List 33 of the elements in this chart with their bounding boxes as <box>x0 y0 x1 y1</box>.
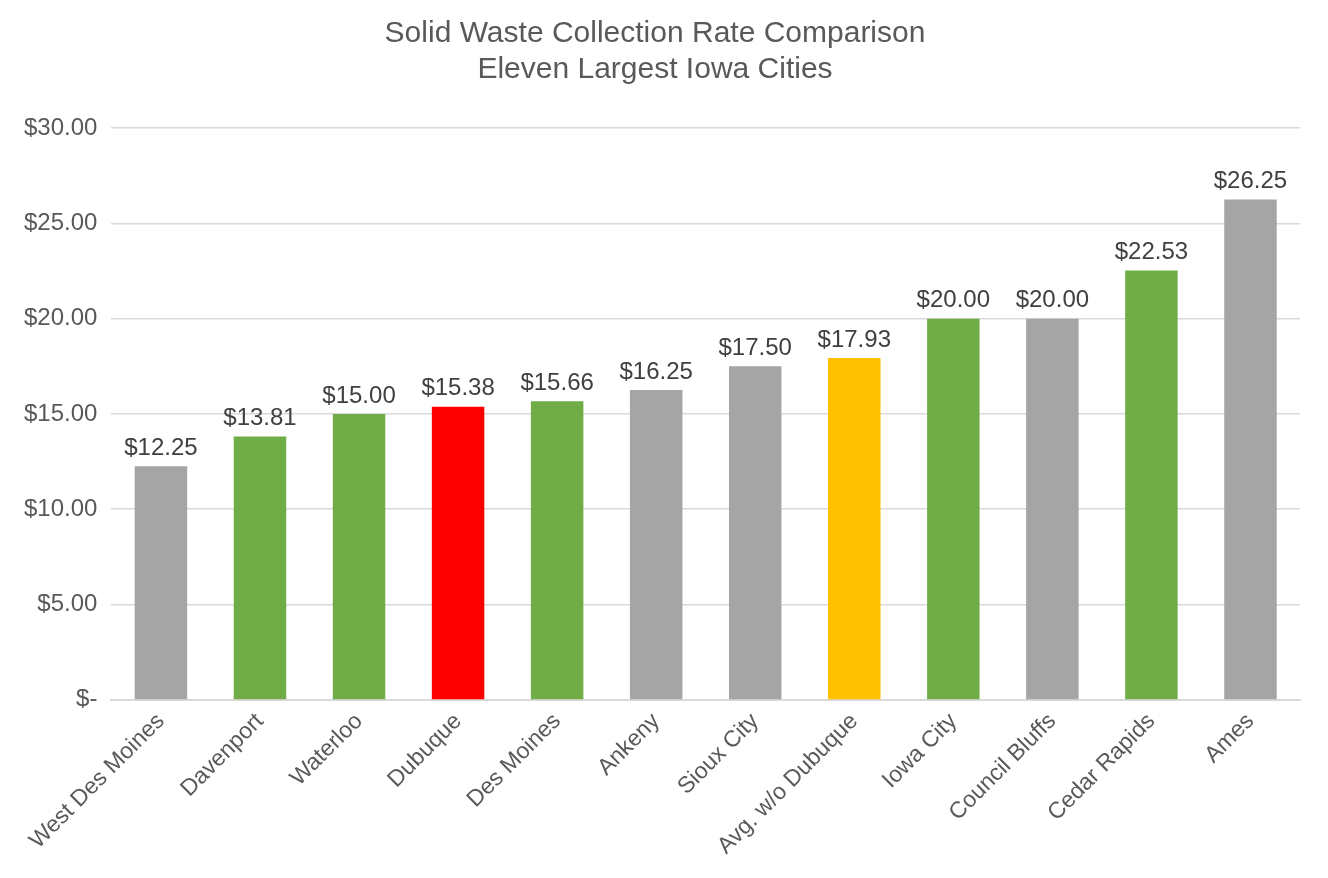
data-label: $22.53 <box>1114 237 1189 265</box>
bar <box>1026 318 1079 700</box>
bar <box>233 436 287 700</box>
data-label: $20.00 <box>1015 285 1090 313</box>
data-label: $13.81 <box>223 403 297 431</box>
bar <box>629 390 683 700</box>
chart-subtitle: Eleven Largest Iowa Cities <box>477 51 833 85</box>
data-label: $16.25 <box>619 356 693 384</box>
bar <box>1224 199 1277 700</box>
y-tick-label: $15.00 <box>24 398 98 426</box>
bar <box>134 466 188 700</box>
data-label: $17.50 <box>718 332 792 360</box>
data-label: $15.38 <box>421 373 495 401</box>
bar <box>332 413 386 700</box>
y-tick-label: $10.00 <box>24 493 98 521</box>
data-label: $12.25 <box>124 432 198 460</box>
data-label: $17.93 <box>817 324 891 352</box>
y-tick-label: $20.00 <box>24 303 98 331</box>
data-label: $26.25 <box>1213 166 1288 194</box>
chart-title: Solid Waste Collection Rate Comparison <box>384 15 926 49</box>
bar <box>1125 270 1178 700</box>
y-tick-label: $30.00 <box>24 112 98 140</box>
bar <box>927 318 980 700</box>
y-tick-label: $5.00 <box>37 589 98 617</box>
y-tick-label: $25.00 <box>24 207 98 235</box>
data-label: $15.66 <box>520 367 594 395</box>
bar <box>828 358 881 700</box>
bar <box>530 401 584 700</box>
bar <box>431 406 485 700</box>
y-tick-label: $- <box>76 684 98 712</box>
bar <box>728 366 782 700</box>
data-label: $15.00 <box>322 380 396 408</box>
data-label: $20.00 <box>916 285 991 313</box>
